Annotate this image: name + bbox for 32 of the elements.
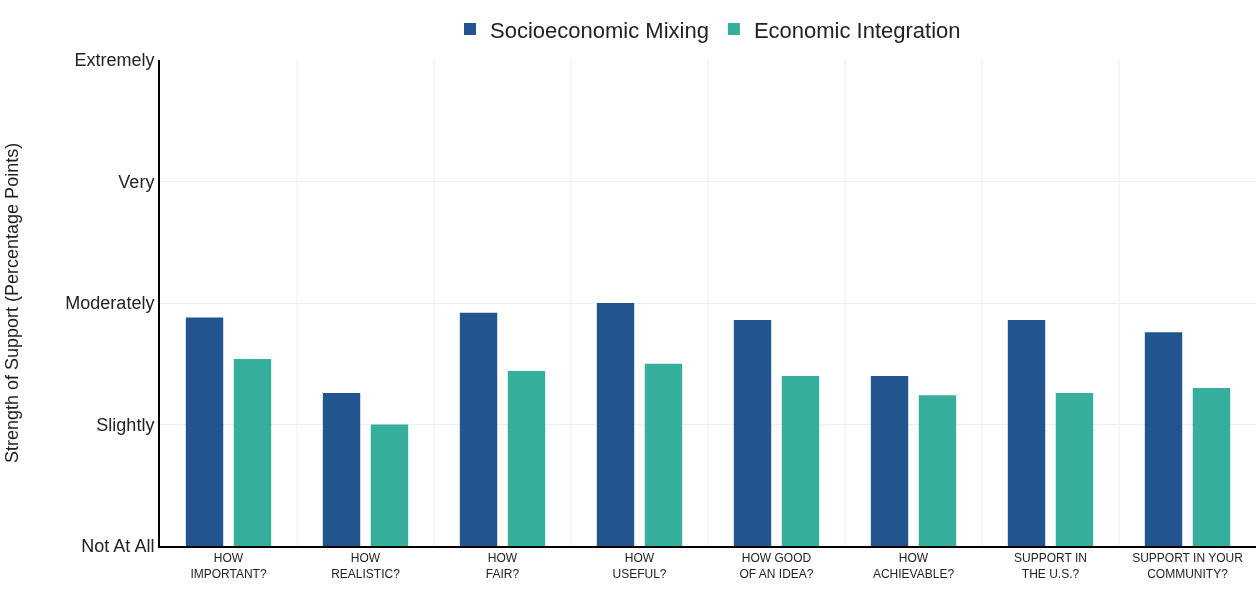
bar: [507, 371, 546, 546]
bar: [185, 317, 224, 546]
bar: [596, 303, 635, 546]
x-tick-label: HOW USEFUL?: [612, 551, 667, 581]
text: Very: [118, 171, 155, 192]
bar: [918, 395, 957, 546]
text: Strength of Support (Percentage Points): [2, 142, 23, 464]
bar: [459, 312, 498, 546]
text: Not At All: [81, 536, 155, 557]
legend-label: Socioeconomic Mixing: [490, 17, 709, 43]
bar: [370, 424, 409, 546]
bar: [322, 392, 361, 546]
bar: [644, 363, 683, 546]
bar: [870, 375, 909, 546]
x-tick-label: HOW IMPORTANT?: [190, 551, 267, 581]
x-tick-label: SUPPORT IN THE U.S.?: [1014, 551, 1087, 581]
x-tick-label: HOW FAIR?: [485, 551, 520, 581]
bar: [1007, 320, 1046, 546]
legend-label: Economic Integration: [753, 17, 961, 43]
bar: [1192, 388, 1231, 546]
bar: [233, 358, 272, 546]
bar: [733, 320, 772, 546]
text: Moderately: [65, 293, 155, 314]
x-tick-label: HOW ACHIEVABLE?: [872, 551, 955, 581]
bar: [1144, 332, 1183, 546]
text: Extremely: [74, 50, 155, 71]
bar: [1055, 392, 1094, 546]
x-tick-label: HOW GOOD OF AN IDEA?: [739, 551, 814, 581]
bar: [781, 375, 820, 546]
x-tick-label: SUPPORT IN YOUR COMMUNITY?: [1132, 551, 1244, 581]
x-tick-label: HOW REALISTIC?: [331, 551, 401, 581]
text: Slightly: [96, 414, 155, 435]
